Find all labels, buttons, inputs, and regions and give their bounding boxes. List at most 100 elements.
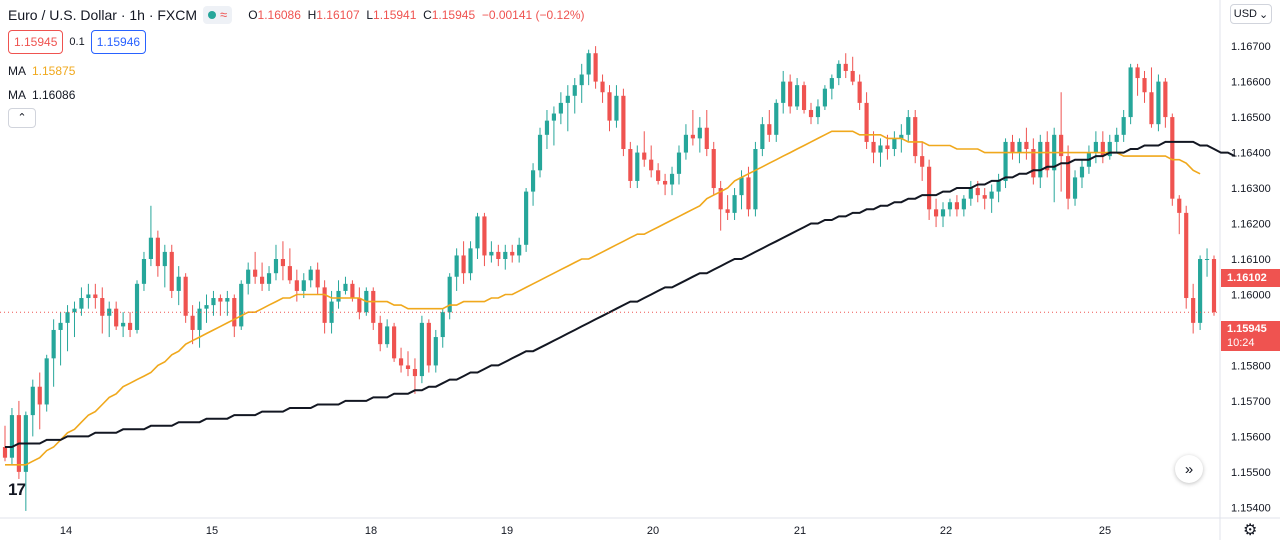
candle-up [572,85,577,96]
scroll-to-realtime-button[interactable]: » [1175,455,1203,483]
candle-down [412,368,418,377]
ma-indicator-fast[interactable]: MA 1.15875 [8,62,75,80]
y-tick-label: 1.15400 [1231,502,1271,514]
candle-up [614,95,619,121]
sell-button[interactable]: 1.15945 [8,30,64,54]
candle-up [635,152,640,181]
y-tick-label: 1.16700 [1231,41,1271,53]
candle-down [350,283,355,299]
candle-down [2,447,8,458]
candle-up [836,63,841,79]
candle-up [419,322,424,377]
candle-up [266,273,272,284]
candle-up [697,127,702,139]
candle-up [669,173,675,185]
ma-slow-label: MA [8,88,26,102]
change-value: −0.00141 (−0.12%) [481,8,585,22]
gear-icon[interactable]: ⚙ [1243,522,1258,539]
candle-up [753,149,758,210]
candle-down [232,298,237,327]
candle-down [93,294,98,299]
candle-up [579,74,584,86]
last-price-label: 1.15945 [1227,323,1267,335]
candle-up [739,177,744,196]
high-key: H [307,8,317,22]
candle-up [961,198,966,210]
candle-up [134,283,140,330]
candle-up [878,145,883,153]
candle-up [530,170,536,192]
candle-down [1059,134,1064,157]
candle-down [746,177,751,210]
market-status-pill[interactable]: ≈ [203,6,233,24]
candle-down [656,170,661,181]
candle-up [1128,67,1133,118]
tradingview-logo-icon[interactable]: 17 [8,480,26,499]
candle-down [642,152,647,160]
collapse-legend-button[interactable]: ⌃ [8,108,36,128]
ma-fast-value: 1.15875 [32,64,76,78]
buy-button[interactable]: 1.15946 [90,30,147,54]
candle-down [711,149,716,189]
candle-up [86,294,91,299]
candle-down [461,255,466,274]
x-tick-label: 18 [365,525,377,537]
candle-down [1170,117,1175,199]
candle-down [392,326,397,359]
chevron-down-icon: ⌄ [1259,8,1269,21]
bar-countdown: 10:24 [1227,337,1255,349]
candle-down [933,209,939,217]
candle-down [600,81,605,93]
candle-up [197,308,202,330]
candle-down [1184,212,1189,299]
high-value: 1.16107 [316,8,360,22]
candle-down [260,276,265,284]
candle-up [454,255,459,277]
symbol-title[interactable]: Euro / U.S. Dollar · 1h · FXCM [8,7,198,23]
candle-up [940,209,946,217]
candle-up [1121,117,1126,135]
candle-down [253,269,258,277]
candle-down [607,92,612,121]
y-tick-label: 1.15800 [1231,360,1271,372]
candle-down [482,216,487,256]
candle-down [690,134,695,139]
candle-down [1163,81,1168,118]
y-tick-label: 1.16000 [1231,289,1271,301]
candle-up [51,329,56,359]
candle-down [788,81,793,107]
x-tick-label: 14 [60,525,72,537]
candle-up [440,312,445,338]
candle-up [107,308,112,316]
candle-down [913,117,918,157]
candle-up [204,305,209,309]
close-value: 1.15945 [431,8,476,22]
currency-selector[interactable]: USD ⌄ [1230,4,1272,24]
candle-down [927,166,932,210]
currency-label: USD [1233,8,1257,20]
candle-down [37,386,42,405]
last-price-tag: 1.15945 10:24 [1221,321,1280,351]
candle-up [781,81,786,103]
market-open-dot-icon [208,11,217,19]
candle-up [503,251,508,259]
candle-up [468,248,473,274]
candle-down [280,259,286,267]
x-tick-label: 25 [1099,525,1111,537]
candle-down [1010,141,1015,153]
candle-down [426,322,431,366]
candle-down [1031,149,1036,178]
candle-down [628,149,633,181]
candle-up [385,326,390,345]
candle-up [72,308,77,313]
candle-up [996,180,1001,192]
candle-up [225,298,230,302]
y-tick-label: 1.16100 [1231,254,1271,266]
candle-up [1114,134,1119,142]
candle-up [517,244,522,256]
candle-up [906,117,911,135]
candle-down [398,358,404,366]
candle-down [1211,259,1217,313]
ma-indicator-slow[interactable]: MA 1.16086 [8,86,75,104]
